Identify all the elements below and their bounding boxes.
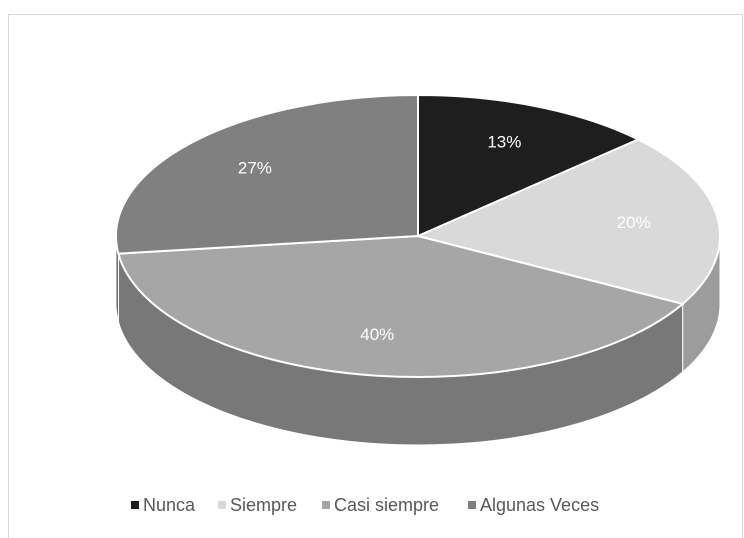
legend-label: Nunca (143, 495, 196, 515)
legend-swatch (131, 501, 139, 509)
pie-slice (117, 234, 685, 378)
legend: Nunca Siempre Casi siempre Algunas Veces (131, 495, 599, 515)
legend-label: Siempre (230, 495, 297, 515)
legend-label: Casi siempre (334, 495, 439, 515)
legend-swatch (218, 501, 226, 509)
data-label: 13% (487, 132, 521, 151)
pie-slice (414, 138, 721, 306)
legend-swatch (468, 501, 476, 509)
data-label: 40% (360, 325, 394, 344)
pie-slice (115, 93, 419, 255)
pie-slice (417, 93, 641, 238)
pie: 13% 20% 40% 27% (115, 93, 721, 446)
data-label: 27% (238, 158, 272, 177)
data-label: 20% (617, 213, 651, 232)
legend-swatch (322, 501, 330, 509)
legend-label: Algunas Veces (480, 495, 599, 515)
